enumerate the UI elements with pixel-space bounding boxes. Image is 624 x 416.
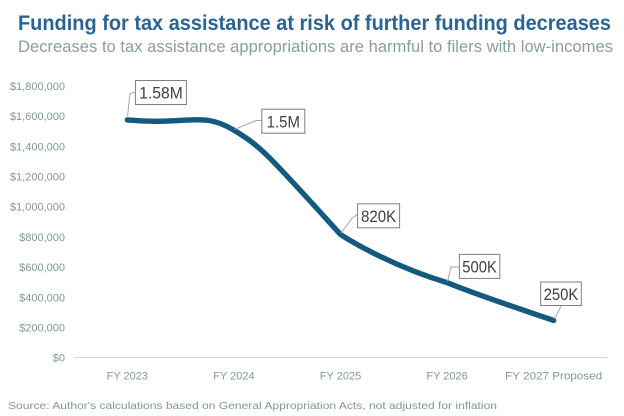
svg-text:250K: 250K bbox=[544, 285, 579, 304]
svg-text:1.58M: 1.58M bbox=[139, 84, 183, 103]
svg-text:Decreases to tax assistance ap: Decreases to tax assistance appropriatio… bbox=[18, 38, 613, 56]
svg-text:FY 2023: FY 2023 bbox=[107, 371, 148, 383]
svg-text:$1,400,000: $1,400,000 bbox=[10, 141, 65, 153]
svg-text:500K: 500K bbox=[462, 258, 497, 277]
svg-text:$0: $0 bbox=[53, 353, 65, 365]
svg-text:Source: Author's calculations: Source: Author's calculations based on G… bbox=[8, 400, 497, 412]
svg-text:$600,000: $600,000 bbox=[19, 262, 65, 274]
svg-text:$800,000: $800,000 bbox=[19, 232, 65, 244]
svg-text:FY 2025: FY 2025 bbox=[320, 371, 361, 383]
svg-text:1.5M: 1.5M bbox=[267, 112, 300, 131]
svg-text:FY 2027 Proposed: FY 2027 Proposed bbox=[505, 371, 602, 383]
svg-text:$400,000: $400,000 bbox=[19, 292, 65, 304]
svg-text:FY 2024: FY 2024 bbox=[213, 371, 254, 383]
svg-text:$1,000,000: $1,000,000 bbox=[10, 202, 65, 214]
svg-text:$1,200,000: $1,200,000 bbox=[10, 172, 65, 184]
svg-text:$1,800,000: $1,800,000 bbox=[10, 81, 65, 93]
svg-text:FY 2026: FY 2026 bbox=[426, 371, 467, 383]
svg-text:$200,000: $200,000 bbox=[19, 323, 65, 335]
svg-text:Funding for tax assistance at: Funding for tax assistance at risk of fu… bbox=[18, 12, 611, 35]
svg-text:$1,600,000: $1,600,000 bbox=[10, 111, 65, 123]
svg-text:820K: 820K bbox=[361, 207, 397, 226]
